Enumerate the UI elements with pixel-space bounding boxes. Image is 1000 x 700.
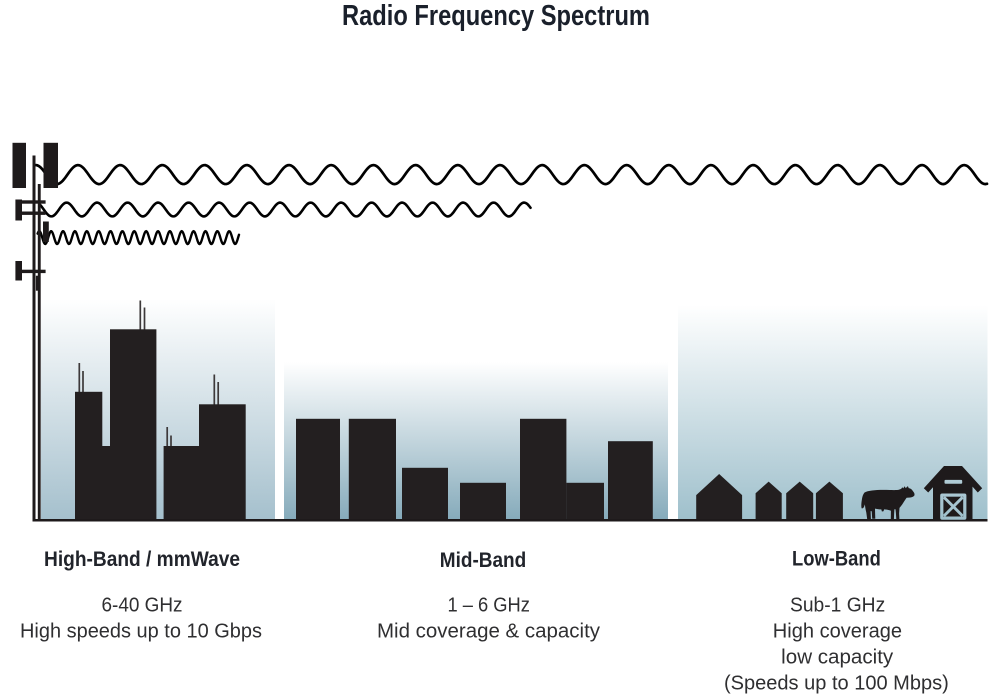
svg-text:(Speeds up to 100 Mbps): (Speeds up to 100 Mbps) xyxy=(724,672,949,694)
svg-text:6-40 GHz: 6-40 GHz xyxy=(102,595,183,617)
svg-text:Radio Frequency Spectrum: Radio Frequency Spectrum xyxy=(342,0,650,32)
svg-text:1 – 6 GHz: 1 – 6 GHz xyxy=(447,595,530,617)
svg-text:Mid coverage & capacity: Mid coverage & capacity xyxy=(377,621,600,643)
svg-text:High coverage: High coverage xyxy=(773,621,902,643)
svg-text:low capacity: low capacity xyxy=(781,647,893,669)
svg-text:High-Band / mmWave: High-Band / mmWave xyxy=(44,547,240,571)
svg-text:High speeds up to 10 Gbps: High speeds up to 10 Gbps xyxy=(20,621,262,643)
svg-text:Sub-1 GHz: Sub-1 GHz xyxy=(790,595,885,617)
svg-text:Low-Band: Low-Band xyxy=(792,547,881,571)
svg-text:Mid-Band: Mid-Band xyxy=(440,548,527,572)
